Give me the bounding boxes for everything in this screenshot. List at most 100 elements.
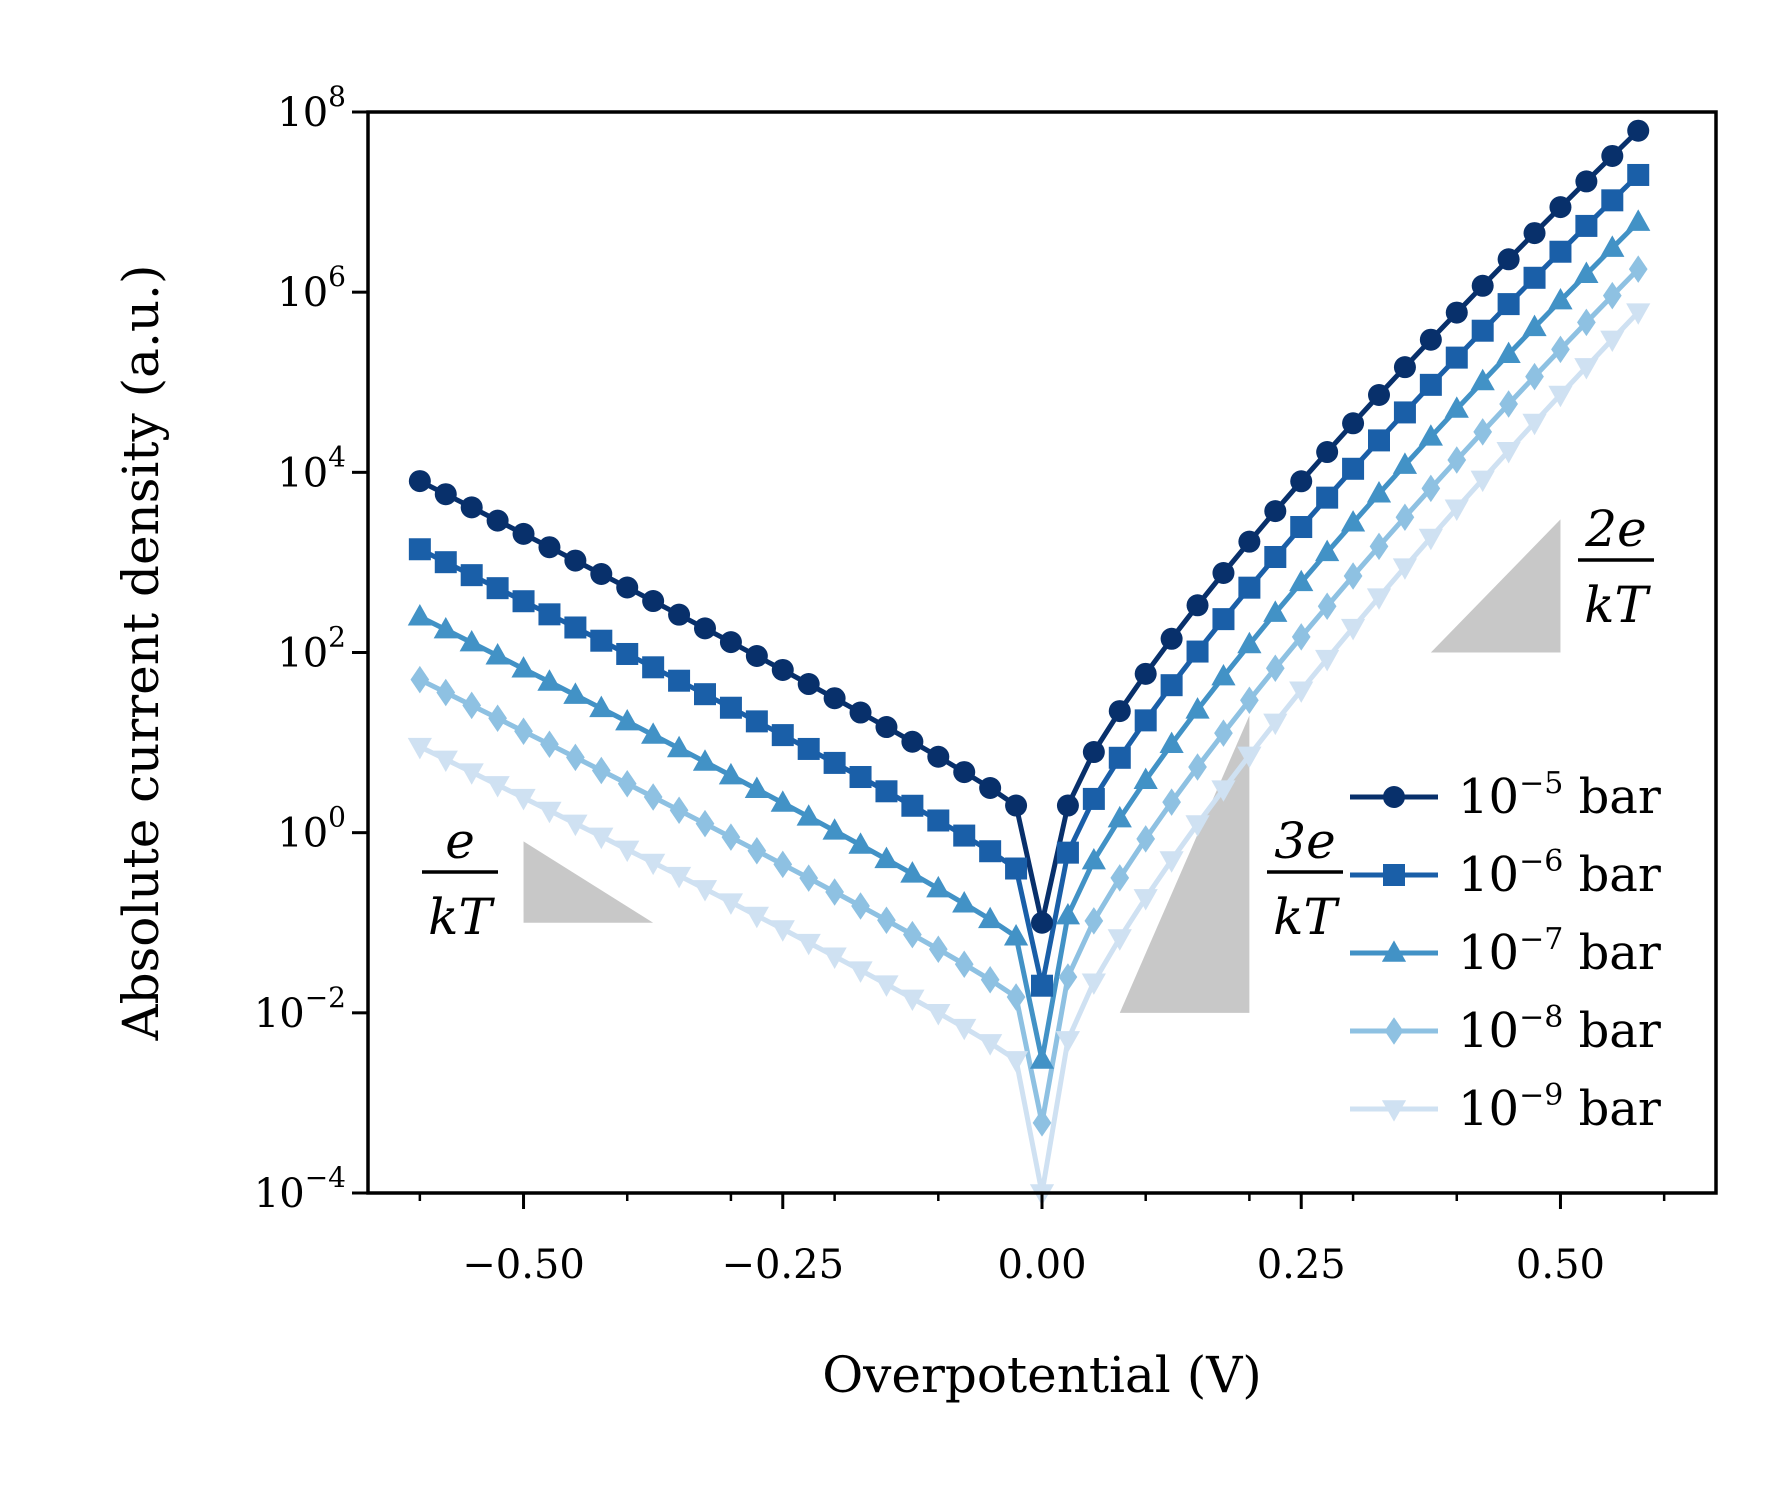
data-point (1029, 1047, 1055, 1069)
data-point (566, 743, 585, 772)
legend-marker (1381, 940, 1407, 962)
data-point (1444, 396, 1469, 418)
data-point (1577, 308, 1596, 337)
data-point (589, 695, 614, 718)
y-axis: 10−4 10−2 100 102 104 106 108 (254, 80, 368, 1217)
data-point (485, 643, 510, 665)
data-point (460, 496, 483, 519)
data-point (1317, 592, 1337, 620)
series-markers (407, 119, 1651, 1206)
data-point (1548, 385, 1573, 408)
data-point (1340, 510, 1366, 532)
data-point (1240, 686, 1259, 714)
data-point (669, 796, 689, 825)
y-tick-label: 10−4 (254, 1161, 346, 1217)
data-point (1574, 261, 1599, 284)
data-point (1032, 1109, 1052, 1137)
data-point (1496, 442, 1521, 464)
data-point (1368, 384, 1390, 407)
data-point (512, 522, 535, 545)
data-point (511, 788, 536, 811)
x-axis-title: Overpotential (V) (822, 1346, 1262, 1404)
data-point (1549, 196, 1572, 219)
data-point (1238, 576, 1261, 599)
data-point (1316, 441, 1339, 464)
y-tick-label: 108 (277, 80, 346, 136)
data-point (1134, 709, 1157, 732)
data-point (563, 814, 588, 837)
x-tick-label: −0.25 (721, 1242, 844, 1288)
data-point (1264, 500, 1287, 523)
data-point (901, 794, 924, 817)
data-point (771, 658, 794, 681)
data-point (770, 790, 795, 812)
data-point (825, 878, 844, 906)
data-point (407, 737, 432, 760)
data-point (616, 642, 639, 665)
data-point (1316, 486, 1339, 509)
data-point (745, 644, 768, 667)
data-point (1186, 640, 1209, 663)
data-point (1058, 963, 1078, 991)
legend-marker (1381, 1100, 1407, 1122)
data-point (511, 656, 536, 678)
data-point (1600, 330, 1625, 353)
data-point (1003, 1051, 1029, 1073)
data-point (1082, 787, 1105, 810)
data-point (589, 827, 614, 850)
data-point (1343, 562, 1363, 590)
data-point (1133, 889, 1158, 911)
data-point (1575, 170, 1598, 193)
data-point (692, 749, 718, 771)
data-point (1003, 924, 1029, 946)
data-point (745, 710, 768, 733)
data-point (1473, 418, 1493, 446)
data-point (538, 603, 561, 626)
slope-numerator: 2e (1584, 500, 1646, 558)
data-point (773, 850, 793, 879)
data-point (1212, 608, 1235, 631)
data-point (1315, 649, 1340, 672)
data-point (486, 509, 509, 532)
data-point (410, 665, 430, 694)
data-point (1263, 600, 1288, 622)
data-point (1369, 532, 1389, 561)
data-point (1548, 287, 1573, 310)
data-point (1110, 864, 1130, 892)
y-tick-label: 106 (277, 260, 346, 316)
data-point (1418, 424, 1443, 446)
data-point (900, 989, 925, 1012)
data-point (1056, 794, 1079, 817)
data-point (641, 853, 666, 876)
data-point (538, 536, 561, 559)
data-point (796, 933, 821, 956)
data-point (1290, 470, 1313, 493)
data-point (1006, 983, 1026, 1011)
data-point (615, 708, 640, 731)
data-point (486, 577, 509, 600)
data-point (563, 682, 588, 704)
data-point (1162, 788, 1181, 816)
data-point (564, 616, 587, 639)
data-point (718, 893, 744, 915)
data-point (1471, 274, 1494, 297)
y-tick-label: 10−2 (254, 981, 346, 1037)
data-point (1392, 452, 1418, 474)
data-point (900, 861, 925, 883)
legend-label: 10−8 bar (1458, 1000, 1661, 1059)
data-point (1055, 902, 1081, 925)
data-point (1471, 319, 1494, 342)
data-point (877, 906, 896, 934)
data-point (926, 1004, 951, 1026)
data-point (1340, 618, 1366, 641)
legend-label: 10−7 bar (1458, 922, 1661, 981)
data-point (1238, 530, 1261, 553)
data-point (1291, 623, 1311, 651)
data-point (1470, 470, 1495, 493)
data-point (590, 629, 613, 652)
data-point (953, 824, 976, 847)
data-point (1160, 674, 1183, 697)
legend-marker (1383, 786, 1405, 808)
data-point (1237, 631, 1262, 654)
data-point (980, 966, 1000, 994)
